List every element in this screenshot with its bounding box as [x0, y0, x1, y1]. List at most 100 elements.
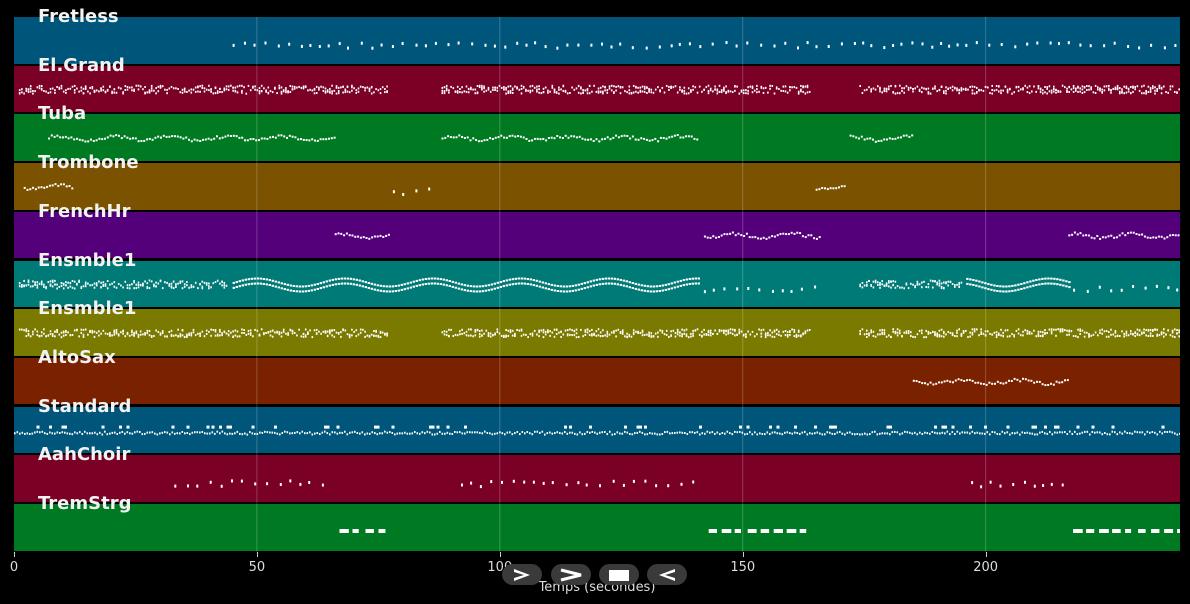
note-mark — [547, 283, 550, 286]
note-mark — [43, 90, 45, 92]
note-mark — [291, 135, 294, 138]
note-mark — [718, 330, 721, 333]
note-mark — [76, 137, 78, 140]
note-mark — [995, 334, 998, 336]
play-button[interactable] — [502, 564, 542, 585]
note-mark — [1044, 329, 1046, 331]
rewind-button[interactable] — [647, 564, 687, 585]
note-mark — [599, 86, 602, 89]
note-mark — [538, 91, 540, 94]
note-mark — [93, 330, 96, 333]
note-mark — [146, 431, 149, 434]
note-mark — [643, 334, 646, 336]
note-mark — [496, 281, 499, 284]
note-mark — [418, 279, 421, 282]
note-mark — [1156, 89, 1158, 92]
note-mark — [658, 45, 661, 49]
note-mark — [294, 136, 297, 139]
note-mark — [608, 85, 611, 88]
note-mark — [271, 431, 274, 434]
note-mark — [648, 331, 650, 334]
note-mark — [861, 433, 864, 436]
note-mark — [307, 89, 309, 92]
note-mark — [73, 91, 76, 94]
note-mark — [832, 187, 835, 190]
note-mark — [203, 281, 206, 284]
note-mark — [301, 430, 304, 433]
note-mark — [211, 431, 214, 434]
stop-button[interactable] — [599, 564, 639, 585]
note-mark — [507, 329, 510, 332]
note-mark — [586, 88, 589, 91]
note-mark — [461, 136, 464, 138]
note-mark — [797, 330, 800, 333]
note-mark — [699, 45, 702, 49]
note-mark — [32, 333, 34, 336]
note-mark — [219, 330, 221, 333]
note-mark — [665, 137, 668, 140]
note-mark — [531, 89, 534, 92]
note-mark — [810, 234, 813, 237]
note-mark — [1116, 433, 1119, 436]
note-mark — [483, 139, 486, 142]
note-mark — [168, 283, 171, 286]
note-mark — [786, 431, 789, 434]
note-mark — [520, 92, 523, 95]
note-mark — [394, 290, 397, 292]
note-mark — [1014, 284, 1017, 287]
note-mark — [757, 237, 760, 240]
note-mark — [1061, 483, 1064, 487]
note-mark — [682, 284, 685, 287]
note-mark — [646, 92, 648, 94]
note-mark — [271, 91, 274, 94]
note-mark — [433, 282, 436, 285]
note-mark — [918, 88, 921, 91]
note-mark — [685, 328, 688, 331]
note-mark — [911, 41, 914, 45]
note-mark — [480, 140, 483, 143]
note-mark — [814, 425, 817, 429]
note-mark — [619, 332, 622, 335]
note-mark — [972, 284, 975, 286]
note-mark — [656, 433, 659, 436]
note-mark — [566, 432, 569, 435]
note-mark — [384, 88, 386, 90]
note-mark — [588, 92, 591, 95]
note-mark — [881, 280, 883, 283]
note-mark — [951, 334, 954, 337]
note-mark — [170, 333, 173, 336]
note-mark — [621, 432, 624, 435]
note-mark — [34, 188, 37, 191]
note-mark — [781, 289, 784, 293]
note-mark — [881, 432, 884, 435]
note-mark — [60, 87, 63, 90]
note-mark — [720, 89, 723, 92]
note-mark — [899, 329, 901, 332]
note-mark — [734, 89, 736, 92]
note-mark — [601, 138, 604, 141]
note-mark — [385, 285, 388, 288]
note-mark — [590, 43, 593, 47]
note-mark — [657, 140, 660, 143]
note-mark — [1130, 86, 1132, 88]
note-mark — [351, 334, 353, 337]
note-mark — [694, 282, 697, 285]
note-mark — [519, 135, 522, 138]
note-mark — [676, 134, 679, 136]
note-mark — [591, 334, 593, 337]
note-mark — [912, 283, 914, 286]
note-mark — [598, 140, 601, 143]
note-mark — [613, 85, 615, 88]
note-mark — [466, 431, 469, 434]
note-mark — [459, 91, 461, 94]
note-mark — [666, 430, 669, 433]
note-mark — [374, 432, 376, 435]
note-mark — [505, 335, 507, 338]
fast-forward-button[interactable] — [551, 564, 591, 585]
note-mark — [58, 86, 61, 89]
note-mark — [183, 285, 186, 288]
note-mark — [1056, 278, 1059, 281]
note-mark — [580, 92, 582, 95]
note-mark — [446, 425, 450, 429]
note-mark — [153, 89, 155, 92]
